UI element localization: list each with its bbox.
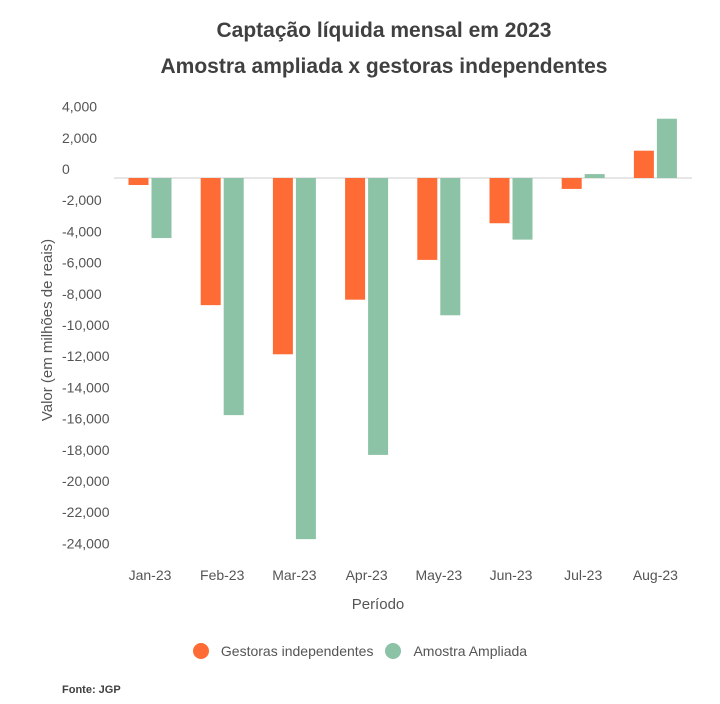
y-tick-label: 4,000: [62, 99, 97, 115]
source-note: Fonte: JGP: [62, 684, 121, 696]
y-tick-label: -8,000: [62, 286, 102, 302]
y-tick-label: -18,000: [62, 442, 110, 458]
y-tick-label: -12,000: [62, 348, 110, 364]
y-tick-label: -10,000: [62, 317, 110, 333]
x-tick-label: May-23: [415, 567, 462, 583]
x-tick-label: Feb-23: [200, 567, 245, 583]
bar-amostra-aug-23: [656, 118, 677, 178]
legend-label-amostra: Amostra Ampliada: [413, 643, 528, 659]
y-tick-label: -16,000: [62, 411, 110, 427]
legend-swatch-amostra: [385, 643, 402, 659]
x-tick-label: Mar-23: [272, 567, 317, 583]
x-tick-label: Aug-23: [633, 567, 678, 583]
x-tick-label: Jul-23: [564, 567, 602, 583]
legend-item-amostra[interactable]: Amostra Ampliada: [385, 643, 527, 659]
bar-amostra-jun-23: [512, 178, 533, 240]
x-axis-title: Período: [352, 596, 405, 613]
x-tick-label: Apr-23: [346, 567, 388, 583]
bar-gestoras-mar-23: [272, 178, 293, 355]
bar-gestoras-jul-23: [561, 178, 582, 189]
legend-label-gestoras: Gestoras independentes: [220, 643, 374, 659]
y-tick-label: -24,000: [62, 535, 110, 551]
bar-gestoras-feb-23: [200, 178, 221, 306]
chart-subtitle: Amostra ampliada x gestoras independente…: [160, 55, 608, 78]
y-tick-label: -22,000: [62, 504, 110, 520]
bar-gestoras-may-23: [417, 178, 438, 260]
legend: Gestoras independentes Amostra Ampliada: [0, 643, 720, 659]
bar-amostra-jul-23: [584, 174, 605, 178]
bar-amostra-may-23: [440, 178, 461, 316]
bar-amostra-jan-23: [151, 178, 172, 239]
y-tick-label: -14,000: [62, 379, 110, 395]
chart-title: Captação líquida mensal em 2023: [216, 19, 552, 42]
legend-item-gestoras[interactable]: Gestoras independentes: [192, 643, 374, 659]
bar-amostra-mar-23: [295, 178, 316, 540]
x-tick-label: Jan-23: [129, 567, 172, 583]
y-tick-label: 2,000: [62, 130, 97, 146]
bar-amostra-feb-23: [223, 178, 244, 416]
y-axis-title: Valor (em milhões de reais): [39, 239, 56, 421]
y-tick-label: 0: [62, 161, 70, 177]
legend-swatch-gestoras: [192, 643, 209, 659]
bar-gestoras-jan-23: [128, 178, 149, 186]
bar-amostra-apr-23: [368, 178, 389, 455]
y-tick-label: -6,000: [62, 255, 102, 271]
bar-gestoras-apr-23: [345, 178, 366, 300]
y-tick-label: -2,000: [62, 192, 102, 208]
y-tick-label: -4,000: [62, 223, 102, 239]
x-tick-label: Jun-23: [490, 567, 533, 583]
bar-gestoras-aug-23: [633, 150, 654, 178]
bar-gestoras-jun-23: [489, 178, 510, 224]
y-tick-label: -20,000: [62, 473, 110, 489]
